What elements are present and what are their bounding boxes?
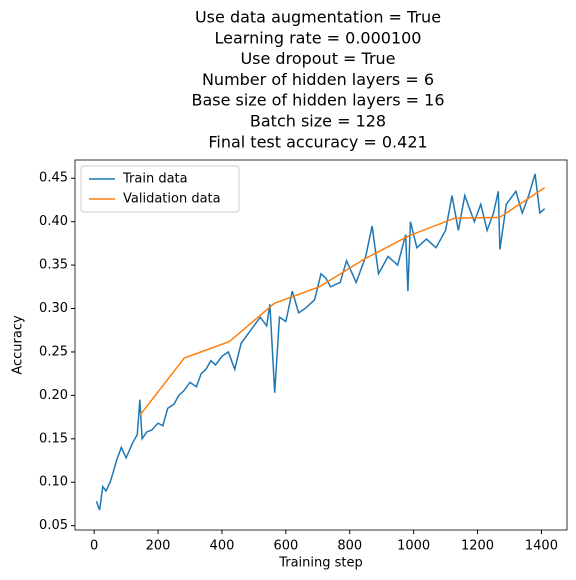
chart-title: Use data augmentation = True <box>195 8 441 27</box>
y-axis-label: Accuracy <box>11 315 26 375</box>
y-tick-label: 0.45 <box>39 171 68 186</box>
y-tick-label: 0.20 <box>39 388 68 403</box>
chart-title: Number of hidden layers = 6 <box>202 70 434 89</box>
chart-title: Final test accuracy = 0.421 <box>208 132 427 151</box>
y-tick-label: 0.25 <box>39 344 68 359</box>
legend-label: Train data <box>122 172 188 187</box>
y-tick-label: 0.10 <box>39 475 68 490</box>
x-tick-label: 1000 <box>397 539 430 554</box>
x-tick-label: 600 <box>273 539 298 554</box>
y-tick-label: 0.15 <box>39 431 68 446</box>
chart-title: Learning rate = 0.000100 <box>215 28 422 47</box>
y-tick-label: 0.40 <box>39 214 68 229</box>
x-tick-label: 0 <box>90 539 98 554</box>
legend-label: Validation data <box>123 192 221 207</box>
x-axis-label: Training step <box>278 556 363 571</box>
y-tick-label: 0.05 <box>39 518 68 533</box>
line-series <box>139 187 546 416</box>
y-tick-label: 0.30 <box>39 301 68 316</box>
chart-title: Batch size = 128 <box>250 112 386 131</box>
x-tick-label: 200 <box>146 539 171 554</box>
x-tick-label: 800 <box>337 539 362 554</box>
line-series <box>95 173 546 511</box>
chart-title: Use dropout = True <box>240 49 395 68</box>
plot-frame <box>74 159 568 531</box>
x-tick-label: 1200 <box>461 539 494 554</box>
x-tick-label: 400 <box>210 539 235 554</box>
y-tick-label: 0.35 <box>39 258 68 273</box>
x-tick-label: 1400 <box>525 539 558 554</box>
legend-box <box>80 165 240 213</box>
chart-title: Base size of hidden layers = 16 <box>191 91 444 110</box>
